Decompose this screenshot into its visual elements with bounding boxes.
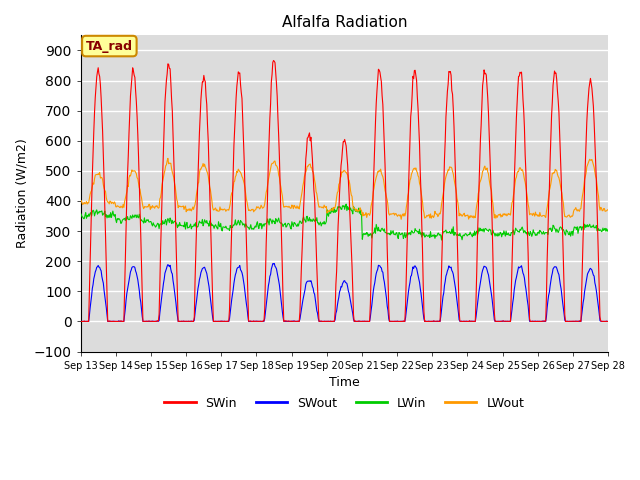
Legend: SWin, SWout, LWin, LWout: SWin, SWout, LWin, LWout (159, 392, 529, 415)
Title: Alfalfa Radiation: Alfalfa Radiation (282, 15, 407, 30)
X-axis label: Time: Time (329, 376, 360, 389)
Text: TA_rad: TA_rad (86, 39, 133, 53)
Y-axis label: Radiation (W/m2): Radiation (W/m2) (15, 139, 28, 248)
